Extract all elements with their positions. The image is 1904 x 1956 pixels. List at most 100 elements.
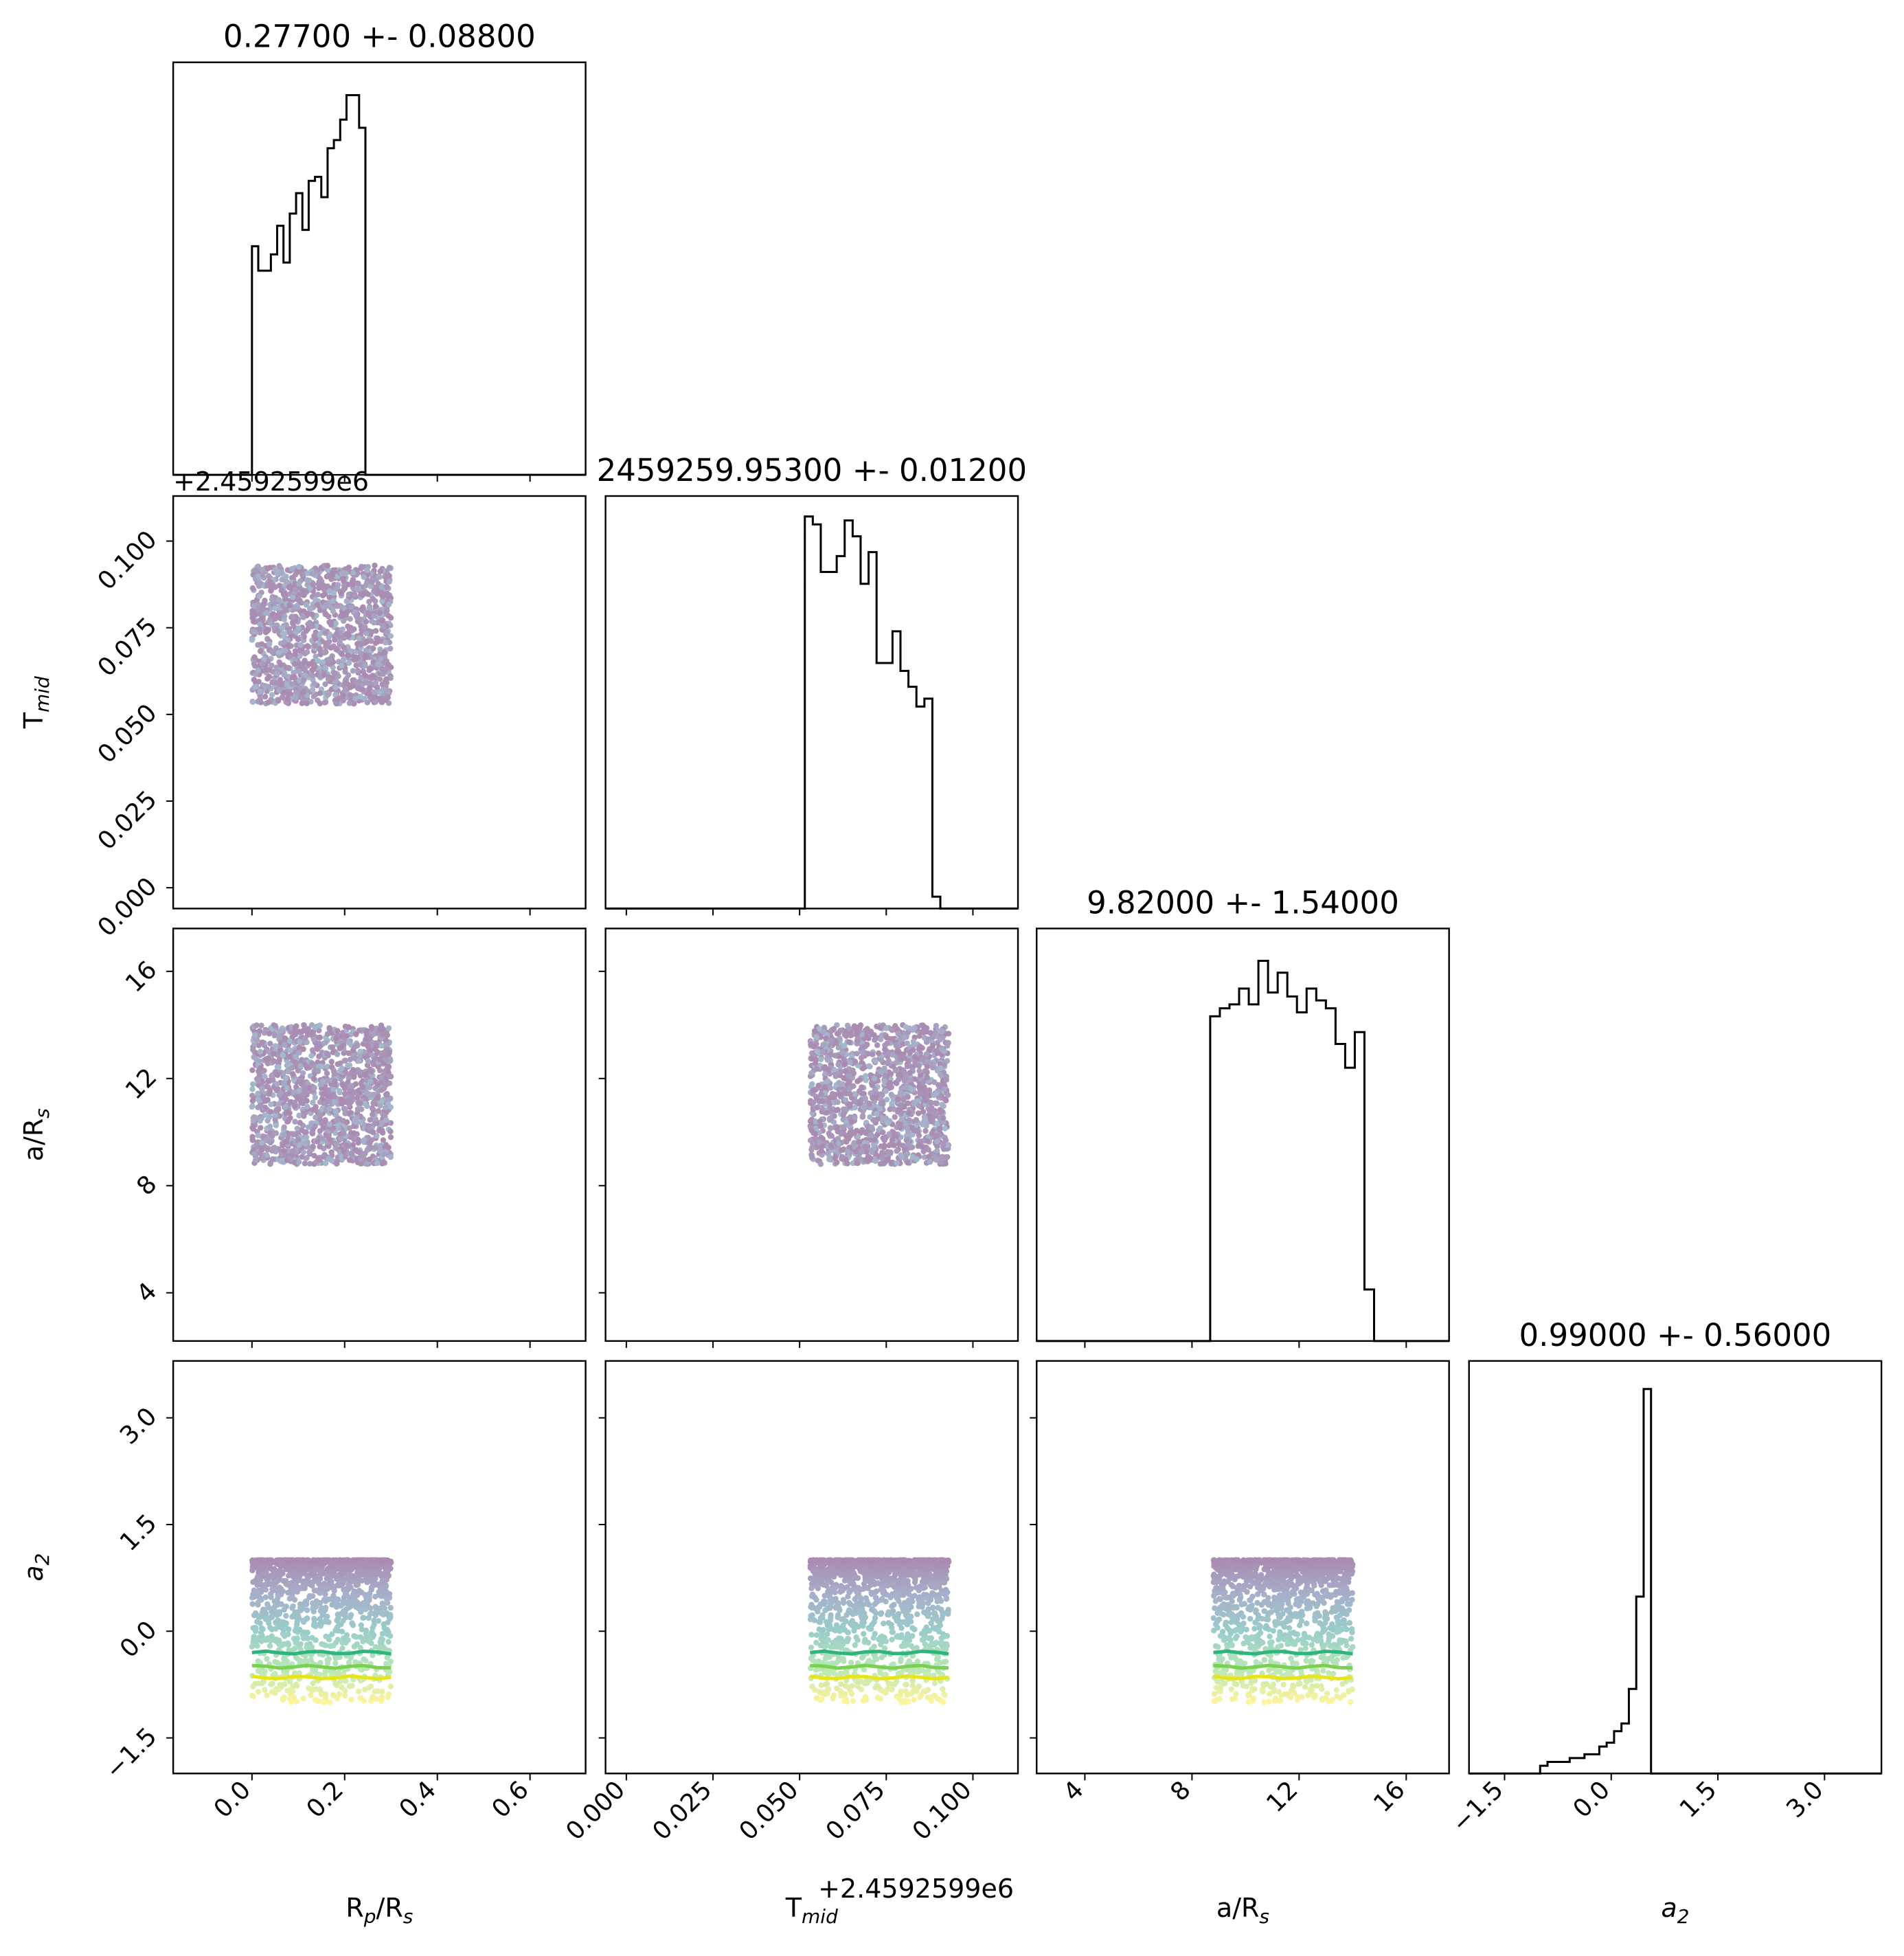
- scatter-point: [258, 689, 264, 695]
- scatter-point: [940, 1115, 947, 1121]
- scatter-point: [357, 1101, 363, 1107]
- scatter-point: [277, 647, 284, 654]
- scatter-point: [809, 1081, 815, 1088]
- scatter-points: [249, 1557, 394, 1705]
- scatter-point: [302, 1088, 308, 1094]
- scatter-point: [828, 1142, 834, 1149]
- scatter-point: [372, 680, 379, 686]
- scatter-point: [334, 699, 340, 706]
- scatter-point: [367, 1140, 373, 1146]
- scatter-point: [305, 1032, 311, 1038]
- scatter-point: [384, 1042, 391, 1048]
- scatter-point: [275, 697, 281, 703]
- scatter-point: [929, 1130, 935, 1136]
- scatter-point: [288, 574, 295, 581]
- scatter-point: [354, 614, 361, 621]
- y-tick-label: 0.050: [93, 699, 163, 769]
- scatter-point: [887, 1070, 894, 1077]
- scatter-point: [269, 699, 275, 705]
- scatter-point: [324, 1070, 330, 1077]
- scatter-point: [291, 592, 298, 598]
- scatter-point: [382, 569, 389, 576]
- scatter-point: [310, 581, 317, 588]
- scatter-point: [348, 1696, 354, 1703]
- scatter-point: [255, 698, 261, 705]
- scatter-point: [269, 594, 275, 600]
- scatter-point: [310, 601, 316, 607]
- scatter-point: [276, 1092, 282, 1098]
- scatter-point: [259, 663, 266, 669]
- scatter-point: [254, 570, 261, 577]
- scatter-point: [907, 1050, 913, 1056]
- scatter-point: [262, 683, 269, 689]
- scatter-point: [898, 1152, 904, 1158]
- scatter-point: [329, 1044, 336, 1050]
- scatter-point: [386, 1073, 393, 1079]
- scatter-point: [384, 688, 391, 694]
- scatter-point: [331, 593, 337, 600]
- scatter-point: [286, 1110, 293, 1116]
- scatter-point: [381, 684, 387, 690]
- scatter-point: [340, 656, 347, 662]
- scatter-point: [329, 653, 335, 660]
- scatter-point: [920, 1078, 927, 1085]
- scatter-point: [350, 1067, 356, 1073]
- scatter-point: [332, 675, 339, 682]
- scatter-point: [349, 1094, 355, 1100]
- scatter-point: [272, 1023, 279, 1029]
- scatter-point: [292, 587, 298, 593]
- scatter-point: [379, 565, 385, 572]
- scatter-point: [927, 1030, 933, 1036]
- histogram-title: 0.27700 +- 0.08800: [223, 19, 536, 55]
- scatter-point: [281, 1124, 287, 1130]
- scatter-point: [366, 1084, 373, 1091]
- scatter-point: [346, 568, 352, 575]
- scatter-point: [280, 609, 287, 616]
- scatter-point: [875, 1050, 882, 1057]
- scatter-point: [343, 598, 350, 605]
- scatter-point: [272, 584, 279, 590]
- scatter-point: [301, 663, 308, 670]
- scatter-point: [920, 1121, 926, 1127]
- scatter-point: [260, 1094, 267, 1100]
- scatter-point: [378, 655, 385, 661]
- scatter-point: [941, 1086, 947, 1092]
- scatter-point: [342, 610, 349, 616]
- scatter-point: [321, 586, 328, 593]
- scatter-point: [316, 668, 322, 675]
- scatter-point: [256, 618, 262, 624]
- scatter-point: [883, 1034, 889, 1041]
- scatter-point: [817, 1161, 824, 1167]
- scatter-point: [297, 642, 304, 649]
- scatter-point: [354, 1042, 361, 1049]
- scatter-point: [904, 1040, 910, 1046]
- histogram-step: [1036, 960, 1449, 1342]
- scatter-point: [354, 586, 361, 592]
- scatter-point: [378, 1087, 385, 1093]
- scatter-point: [268, 655, 274, 662]
- scatter-point: [322, 644, 329, 650]
- scatter-point: [299, 1070, 306, 1077]
- scatter-point: [357, 641, 363, 648]
- scatter-point: [383, 1143, 389, 1149]
- histogram-panel-rp: 0.27700 +- 0.08800: [172, 19, 587, 482]
- scatter-point: [249, 1067, 256, 1073]
- scatter-point: [372, 673, 378, 679]
- y-tick-label: 4: [131, 1277, 162, 1308]
- scatter-point: [842, 1028, 848, 1035]
- scatter-point: [295, 581, 302, 587]
- scatter-point: [378, 690, 384, 697]
- scatter-point: [278, 1028, 285, 1034]
- scatter-point: [932, 1112, 938, 1119]
- scatter-point: [347, 1056, 354, 1063]
- scatter-point: [302, 651, 308, 657]
- scatter-point: [278, 607, 285, 614]
- scatter-point: [373, 656, 379, 662]
- scatter-point: [338, 1136, 344, 1142]
- scatter-point: [279, 625, 286, 631]
- scatter-point: [273, 1086, 280, 1093]
- scatter-point: [253, 574, 260, 580]
- scatter-point: [331, 622, 337, 629]
- scatter-point: [316, 645, 322, 652]
